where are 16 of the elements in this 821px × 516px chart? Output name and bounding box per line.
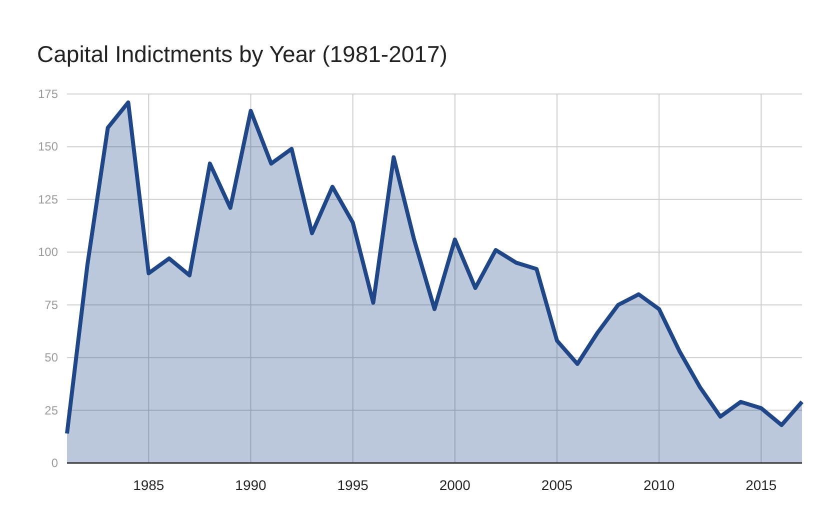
x-tick-label: 1985 <box>133 477 164 493</box>
y-tick-label: 150 <box>38 140 58 154</box>
x-tick-label: 1995 <box>337 477 369 493</box>
x-tick-label: 1990 <box>235 477 267 493</box>
y-tick-label: 25 <box>44 403 58 418</box>
x-tick-label: 2005 <box>541 477 573 493</box>
y-tick-label: 100 <box>38 245 58 260</box>
x-tick-label: 2015 <box>746 477 777 493</box>
y-tick-label: 175 <box>38 87 58 101</box>
y-tick-label: 125 <box>38 192 58 206</box>
x-tick-label: 2010 <box>644 477 675 493</box>
x-tick-label: 2000 <box>439 477 471 493</box>
y-tick-label: 50 <box>44 350 58 365</box>
y-tick-label: 75 <box>44 298 58 312</box>
chart-title: Capital Indictments by Year (1981-2017) <box>37 41 448 67</box>
y-tick-label: 0 <box>51 456 58 470</box>
